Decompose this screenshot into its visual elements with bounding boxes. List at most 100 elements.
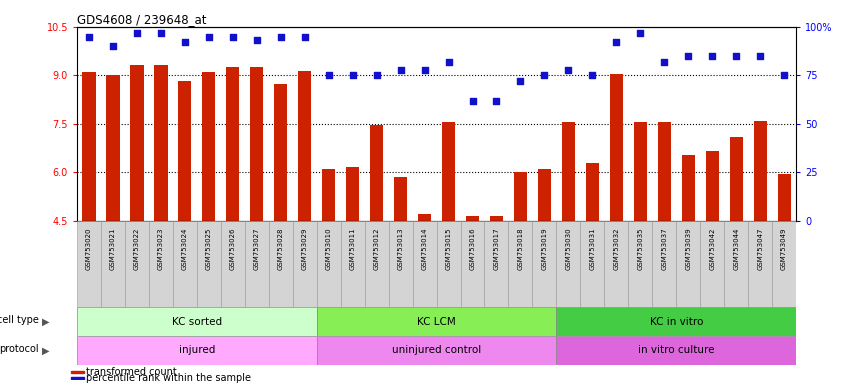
Text: GSM753016: GSM753016 [469,228,476,270]
Point [609,39,623,45]
Bar [341,221,365,307]
Bar [729,137,743,221]
Bar [514,172,527,221]
Bar [538,169,551,221]
Bar [556,307,796,336]
Bar [346,167,360,221]
Bar [748,221,772,307]
Bar [154,65,168,221]
Text: GSM753047: GSM753047 [757,228,764,270]
Bar [125,221,149,307]
Text: GSM753019: GSM753019 [541,228,548,270]
Bar [202,72,216,221]
Bar [317,336,556,365]
Bar [77,221,101,307]
Bar [562,122,575,221]
Point [729,53,743,59]
Point [346,72,360,78]
Point [514,78,527,84]
Bar [317,307,556,336]
Text: GSM753029: GSM753029 [301,228,308,270]
Point [633,30,647,36]
Bar [226,67,240,221]
Text: GDS4608 / 239648_at: GDS4608 / 239648_at [77,13,206,26]
Bar [586,163,599,221]
Text: GSM753044: GSM753044 [733,228,740,270]
Text: GSM753028: GSM753028 [277,228,284,270]
Point [538,72,551,78]
Text: GSM753049: GSM753049 [781,228,788,270]
Bar [370,126,383,221]
Point [586,72,599,78]
Text: GSM753030: GSM753030 [565,228,572,270]
Text: injured: injured [179,345,215,356]
Text: uninjured control: uninjured control [392,345,481,356]
Text: cell type: cell type [0,315,39,325]
Point [466,98,479,104]
Bar [418,214,431,221]
Bar [298,71,312,221]
Bar [466,216,479,221]
Bar [149,221,173,307]
Bar [250,67,264,221]
Text: ▶: ▶ [42,316,50,327]
Text: GSM753026: GSM753026 [229,228,236,270]
Bar [245,221,269,307]
Text: KC LCM: KC LCM [417,316,456,327]
Point [753,53,767,59]
Bar [628,221,652,307]
Text: in vitro culture: in vitro culture [638,345,715,356]
Text: transformed count: transformed count [86,367,177,377]
Bar [389,221,413,307]
Text: GSM753010: GSM753010 [325,228,332,270]
Text: ▶: ▶ [42,345,50,356]
Text: GSM753031: GSM753031 [589,228,596,270]
Text: GSM753013: GSM753013 [397,228,404,270]
Bar [269,221,293,307]
Bar [394,177,407,221]
Text: KC sorted: KC sorted [172,316,222,327]
Bar [71,377,84,379]
Text: GSM753022: GSM753022 [134,228,140,270]
Bar [580,221,604,307]
Point [705,53,719,59]
Bar [178,81,192,221]
Bar [274,84,288,221]
Bar [676,221,700,307]
Point [442,59,455,65]
Bar [437,221,461,307]
Text: GSM753015: GSM753015 [445,228,452,270]
Text: GSM753021: GSM753021 [110,228,116,270]
Text: GSM753025: GSM753025 [205,228,212,270]
Bar [130,65,144,221]
Point [777,72,791,78]
Bar [490,216,503,221]
Point [562,66,575,73]
Bar [508,221,532,307]
Bar [724,221,748,307]
Bar [101,221,125,307]
Bar [197,221,221,307]
Bar [705,151,719,221]
Bar [484,221,508,307]
Point [298,33,312,40]
Bar [221,221,245,307]
Text: GSM753035: GSM753035 [637,228,644,270]
Point [394,66,407,73]
Text: GSM753023: GSM753023 [158,228,164,270]
Text: KC in vitro: KC in vitro [650,316,703,327]
Text: GSM753039: GSM753039 [685,228,692,270]
Bar [77,307,317,336]
Text: GSM753012: GSM753012 [373,228,380,270]
Bar [173,221,197,307]
Bar [652,221,676,307]
Point [178,39,192,45]
Point [106,43,120,50]
Bar [77,336,317,365]
Bar [777,174,791,221]
Bar [413,221,437,307]
Point [82,33,96,40]
Bar [609,74,623,221]
Bar [365,221,389,307]
Text: protocol: protocol [0,344,39,354]
